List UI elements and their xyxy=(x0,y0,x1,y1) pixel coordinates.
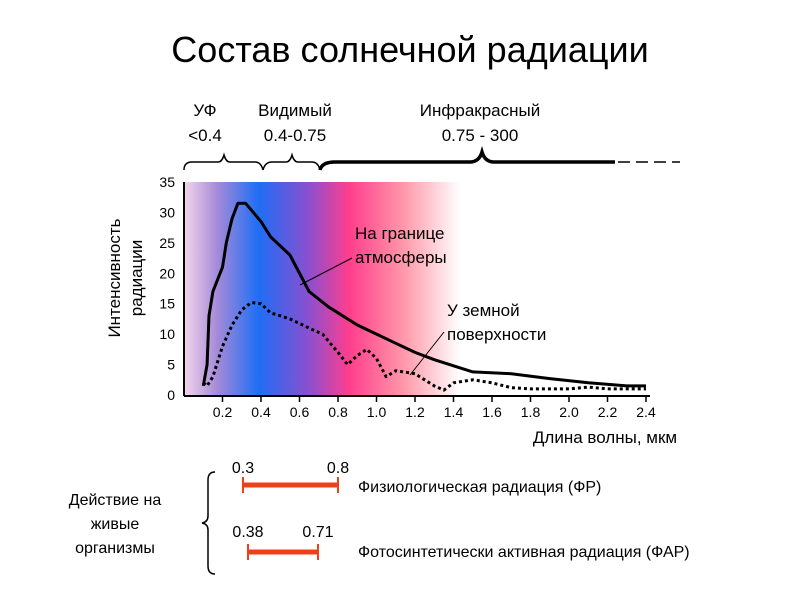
band-labels: УФ <0.4 Видимый 0.4-0.75 Инфракрасный 0.… xyxy=(188,101,540,145)
series-label-top-2: атмосферы xyxy=(355,248,447,267)
band-braces xyxy=(183,145,680,171)
x-tick-label: 1.4 xyxy=(444,404,464,420)
x-tick-label: 2.4 xyxy=(636,404,656,420)
band-uv-name: УФ xyxy=(193,101,216,120)
x-tick-label: 2.2 xyxy=(598,404,618,420)
fr-to: 0.8 xyxy=(327,460,349,477)
series-label-surface-1: У земной xyxy=(447,301,520,320)
page-title: Состав солнечной радиации xyxy=(171,29,648,70)
fr-range-bar xyxy=(242,477,339,493)
band-visible-name: Видимый xyxy=(258,101,332,120)
series-label-top-1: На границе xyxy=(355,224,444,243)
x-tick-label: 0.8 xyxy=(328,404,348,420)
far-from: 0.38 xyxy=(232,524,263,541)
x-axis-label: Длина волны, мкм xyxy=(533,428,677,447)
x-tick-label: 1.8 xyxy=(521,404,541,420)
band-ir-name: Инфракрасный xyxy=(420,101,540,120)
x-tick-label: 0.6 xyxy=(290,404,310,420)
x-tick-label: 0.4 xyxy=(251,404,271,420)
series-label-top-leader xyxy=(299,257,353,286)
effects-section: Действие на живые организмы 0.3 0.8 Физи… xyxy=(69,460,690,575)
spectrum-gradient xyxy=(184,182,460,395)
y-tick-label: 15 xyxy=(159,296,175,312)
y-tick-label: 35 xyxy=(159,174,175,190)
band-ir-range: 0.75 - 300 xyxy=(442,126,519,145)
y-tick-label: 0 xyxy=(167,387,175,403)
effects-label-1: Действие на xyxy=(69,492,162,509)
far-name: Фотосинтетически активная радиация (ФАР) xyxy=(358,544,690,561)
y-tick-label: 30 xyxy=(159,204,175,220)
far-range-bar xyxy=(247,544,319,560)
y-axis-label-line1: Интенсивность xyxy=(105,218,124,337)
band-visible-range: 0.4-0.75 xyxy=(264,126,326,145)
y-tick-label: 20 xyxy=(159,265,175,281)
x-tick-label: 1.6 xyxy=(482,404,502,420)
effects-label-2: живые xyxy=(91,516,140,533)
fr-from: 0.3 xyxy=(232,460,254,477)
y-tick-label: 25 xyxy=(159,235,175,251)
band-uv-range: <0.4 xyxy=(188,126,222,145)
effects-label-3: организмы xyxy=(75,540,155,557)
x-tick-label: 2.0 xyxy=(559,404,579,420)
effects-brace xyxy=(201,471,216,575)
fr-name: Физиологическая радиация (ФР) xyxy=(358,479,601,496)
series-label-surface-leader xyxy=(409,331,445,376)
x-tick-label: 1.0 xyxy=(367,404,387,420)
y-tick-label: 10 xyxy=(159,326,175,342)
x-tick-label: 0.2 xyxy=(213,404,233,420)
y-axis-label-line2: радиации xyxy=(127,240,146,317)
spectrum-chart: 0 5 10 15 20 25 30 35 0.2 0.4 0.6 0.8 1.0 1.2 1.4 1.6 1… xyxy=(105,174,677,447)
series-line-0 xyxy=(201,201,646,388)
x-tick-label: 1.2 xyxy=(405,404,425,420)
y-tick-label: 5 xyxy=(167,357,175,373)
far-to: 0.71 xyxy=(302,524,333,541)
series-label-surface-2: поверхности xyxy=(447,325,546,344)
